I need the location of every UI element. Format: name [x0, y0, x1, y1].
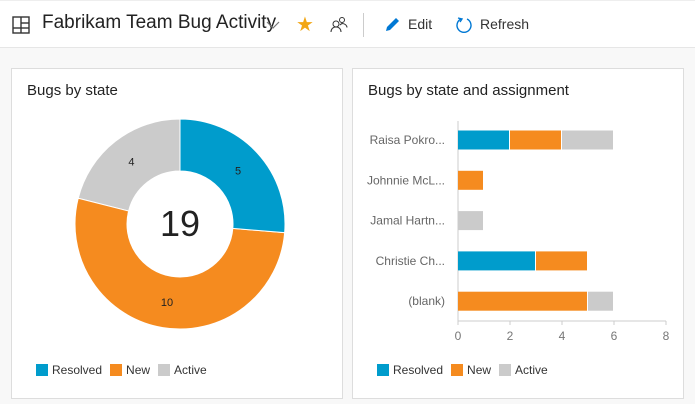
bar-active[interactable]: [458, 211, 483, 231]
stacked-bar-chart: 0 2 4 6 8 Raisa Pokro... Johnnie McL... Jamal H…: [367, 121, 670, 343]
refresh-label: Refresh: [480, 16, 530, 32]
dashboard-icon: [12, 16, 30, 34]
legend-label: New: [126, 363, 151, 377]
legend-swatch: [499, 364, 512, 376]
bar-new[interactable]: [458, 291, 587, 311]
edit-icon: [386, 18, 399, 31]
legend-item-resolved[interactable]: Resolved: [36, 363, 102, 377]
legend-label: New: [467, 363, 492, 377]
divider: [363, 13, 364, 37]
x-tick-label: 6: [611, 329, 618, 343]
widget-bugs-by-state-and-assignment[interactable]: Bugs by state and assignment 0 2 4 6 8 Raisa …: [352, 68, 684, 399]
bar-new[interactable]: [458, 170, 483, 190]
x-tick-label: 2: [507, 329, 514, 343]
dashboard-header: Fabrikam Team Bug Activity ★ Edit Refres…: [0, 0, 695, 48]
legend-swatch: [377, 364, 389, 376]
refresh-button[interactable]: Refresh: [455, 13, 530, 37]
bar-new[interactable]: [510, 130, 561, 150]
category-label: Johnnie McL...: [367, 173, 445, 187]
bar-resolved[interactable]: [458, 251, 535, 271]
legend-swatch: [36, 364, 48, 376]
legend-label: Active: [515, 363, 548, 377]
slice-active[interactable]: [77, 118, 181, 212]
legend-label: Resolved: [393, 363, 444, 377]
legend-item-resolved[interactable]: Resolved: [377, 363, 443, 377]
legend-label: Active: [174, 363, 207, 377]
legend-item-active[interactable]: Active: [158, 363, 207, 377]
x-tick-label: 0: [455, 329, 462, 343]
legend: Resolved New Active: [36, 363, 207, 377]
category-label: (blank): [408, 294, 445, 308]
slice-label: 10: [161, 297, 173, 309]
legend: Resolved New Active: [377, 363, 548, 377]
chevron-down-icon[interactable]: [266, 20, 280, 30]
slice-label: 5: [235, 165, 241, 177]
legend-item-new[interactable]: New: [110, 363, 150, 377]
x-tick-label: 4: [559, 329, 566, 343]
edit-button[interactable]: Edit: [384, 13, 438, 37]
legend-item-active[interactable]: Active: [499, 363, 548, 377]
widget-bugs-by-state[interactable]: Bugs by state 19 5 10 4 Resolved New Active: [11, 68, 343, 399]
legend-item-new[interactable]: New: [451, 363, 491, 377]
category-label: Jamal Hartn...: [370, 214, 445, 228]
legend-swatch: [451, 364, 464, 376]
donut-total: 19: [160, 203, 200, 244]
bar-active[interactable]: [562, 130, 613, 150]
legend-swatch: [158, 364, 171, 376]
category-label: Christie Ch...: [376, 254, 445, 268]
refresh-icon: [456, 17, 472, 34]
edit-label: Edit: [408, 16, 433, 32]
slice-resolved[interactable]: [179, 118, 286, 234]
legend-label: Resolved: [52, 363, 103, 377]
slice-new[interactable]: [74, 197, 286, 330]
bar-new[interactable]: [536, 251, 587, 271]
donut-chart: 19 5 10 4: [74, 118, 286, 330]
dashboard-title: Fabrikam Team Bug Activity: [42, 12, 277, 33]
widget-title: Bugs by state and assignment: [368, 82, 569, 99]
team-icon[interactable]: [330, 15, 348, 33]
star-icon[interactable]: ★: [296, 14, 314, 36]
legend-swatch: [110, 364, 123, 376]
bar-active[interactable]: [588, 291, 613, 311]
category-label: Raisa Pokro...: [370, 133, 445, 147]
x-tick-label: 8: [663, 329, 670, 343]
slice-label: 4: [128, 157, 134, 169]
bar-resolved[interactable]: [458, 130, 509, 150]
widget-title: Bugs by state: [27, 82, 118, 99]
